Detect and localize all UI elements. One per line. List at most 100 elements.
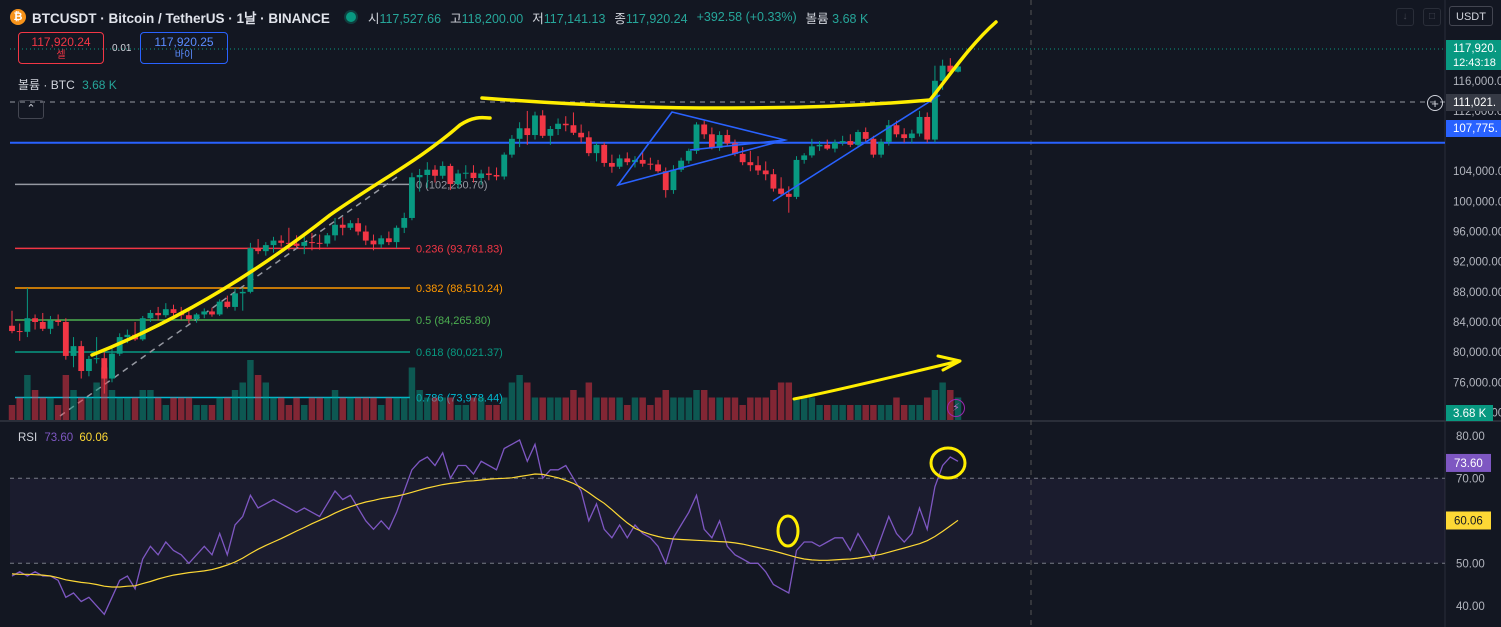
candle-body <box>555 123 561 130</box>
candle-body <box>32 318 38 322</box>
buy-button[interactable]: 117,920.25 바이 <box>140 32 228 64</box>
candle-body <box>339 224 346 228</box>
candle-body <box>547 129 554 136</box>
volume-bar <box>662 390 669 420</box>
collapse-legend-button[interactable]: ⌃ <box>18 100 44 119</box>
buy-label: 바이 <box>174 50 194 61</box>
volume-bar <box>454 405 462 420</box>
candle-body <box>639 159 646 164</box>
volume-bar <box>847 405 854 420</box>
volume-bar <box>654 397 662 420</box>
rsi-ma-line <box>11 473 959 588</box>
candle-body <box>593 144 600 154</box>
volume-bar <box>70 390 77 420</box>
candle-body <box>693 124 700 151</box>
candle-body <box>716 135 723 148</box>
candle-body <box>801 155 808 160</box>
volume-bar <box>777 382 785 420</box>
volume-bar <box>293 397 300 420</box>
volume-bar <box>377 405 385 420</box>
volume-bar <box>216 397 223 420</box>
sell-button[interactable]: 117,920.24 셀 <box>18 32 104 64</box>
volume-legend-label: 볼륨 · BTC <box>18 78 75 92</box>
volume-bar <box>331 390 339 420</box>
rsi-value-label: 73.60 <box>1454 458 1483 470</box>
candle-body <box>39 322 46 329</box>
volume-bar <box>624 405 631 420</box>
crosshair-price-label: 111,021. <box>1453 97 1496 109</box>
volume-bar <box>385 397 393 420</box>
candle-body <box>16 331 23 333</box>
candle-body <box>908 133 915 139</box>
candle-body <box>793 159 800 197</box>
ohlc-change: +392.58 (+0.33%) <box>696 10 797 24</box>
buy-price: 117,920.25 <box>154 35 214 49</box>
last-price-label: 117,920. <box>1453 43 1497 55</box>
fib-trend-line <box>59 174 401 417</box>
volume-bar <box>116 397 123 420</box>
candle-body <box>170 309 177 313</box>
volume-legend[interactable]: 볼륨 · BTC 3.68 K <box>18 76 117 93</box>
candle-body <box>708 134 715 148</box>
add-alert-icon[interactable]: + <box>1427 95 1443 111</box>
candle-body <box>370 240 377 245</box>
candle-body <box>616 158 623 167</box>
volume-bar <box>924 397 931 420</box>
volume-bar <box>439 397 446 420</box>
candle-body <box>485 173 492 175</box>
candle-body <box>78 346 85 371</box>
symbol-header: ₿ BTCUSDT · Bitcoin / TetherUS · 1날 · BI… <box>10 6 871 28</box>
rsi-legend[interactable]: RSI 73.60 60.06 <box>18 432 108 444</box>
volume-bar <box>677 397 685 420</box>
volume-bar <box>424 397 431 420</box>
volume-bar <box>339 397 346 420</box>
volume-bar <box>839 405 846 420</box>
line-price-badge <box>1446 120 1501 137</box>
volume-bar <box>224 397 231 420</box>
sell-label: 셀 <box>56 50 66 61</box>
candle-body <box>862 132 869 139</box>
candle-body <box>347 223 354 228</box>
candle-body <box>24 318 31 332</box>
volume-bar <box>347 397 354 420</box>
candle-body <box>678 160 685 170</box>
download-icon[interactable]: ↓ <box>1396 8 1414 26</box>
currency-selector[interactable]: USDT <box>1449 6 1493 26</box>
volume-bar <box>608 397 616 420</box>
candle-body <box>116 337 123 354</box>
annotation-volume-arrow <box>792 360 957 401</box>
symbol-title[interactable]: BTCUSDT · Bitcoin / TetherUS · 1날 · BINA… <box>32 11 330 26</box>
rsi-tick-label: 70.00 <box>1456 473 1485 485</box>
volume-bar <box>824 405 831 420</box>
volume-bar <box>577 397 585 420</box>
volume-bar <box>500 397 508 420</box>
rsi-tick-label: 80.00 <box>1456 431 1485 443</box>
bitcoin-icon: ₿ <box>10 9 26 25</box>
maximize-icon[interactable]: □ <box>1423 8 1441 26</box>
candle-body <box>409 177 415 218</box>
volume-bar <box>16 397 23 420</box>
candle-body <box>493 175 500 177</box>
market-status-icon[interactable] <box>345 12 356 22</box>
candle-body <box>239 291 246 294</box>
candle-body <box>701 124 708 135</box>
candle-body <box>947 65 954 72</box>
volume-bar <box>762 397 769 420</box>
candle-body <box>139 318 146 340</box>
candle-body <box>739 153 746 163</box>
volume-bar <box>393 397 400 420</box>
candle-body <box>147 312 154 319</box>
volume-bar <box>131 397 139 420</box>
candle-body <box>301 242 308 246</box>
volume-bar <box>447 397 454 420</box>
volume-bar <box>893 397 900 420</box>
volume-bar <box>308 397 316 420</box>
lightning-icon[interactable]: ⚡ <box>947 399 965 417</box>
candle-body <box>270 240 277 246</box>
volume-bar <box>416 390 423 420</box>
price-tick-label: 84,000.00 <box>1453 317 1501 329</box>
rsi-line <box>11 439 959 616</box>
candle-body <box>732 143 738 154</box>
rsi-tick-label: 50.00 <box>1456 558 1485 570</box>
